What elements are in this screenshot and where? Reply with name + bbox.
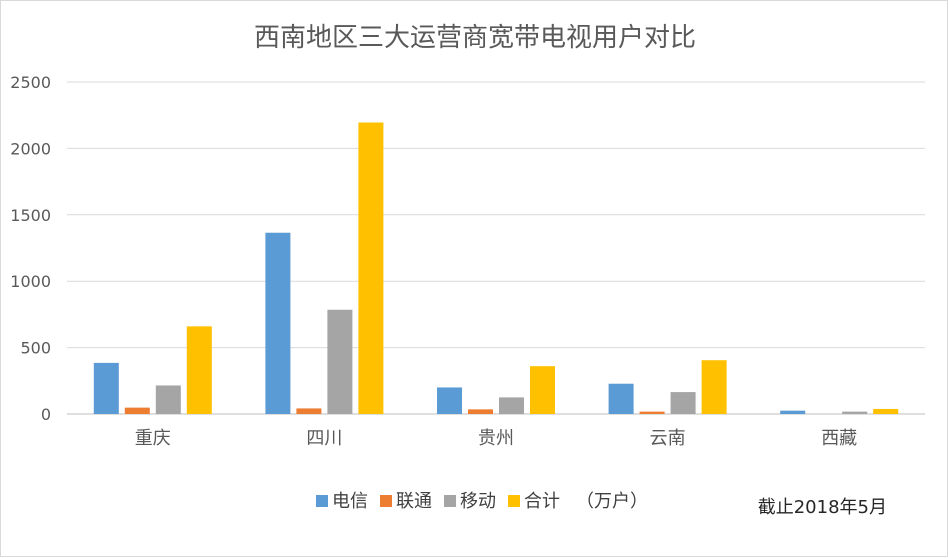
bar-合计-重庆 bbox=[186, 326, 212, 414]
unit-label: （万户） bbox=[576, 491, 648, 512]
x-category-label: 云南 bbox=[650, 428, 686, 449]
y-tick-label: 500 bbox=[20, 339, 51, 358]
bar-电信-云南 bbox=[608, 383, 634, 414]
bars bbox=[93, 122, 899, 414]
bar-合计-贵州 bbox=[530, 366, 555, 414]
bar-移动-四川 bbox=[327, 309, 353, 414]
y-tick-label: 1000 bbox=[10, 272, 51, 291]
bar-联通-四川 bbox=[296, 408, 322, 414]
bar-移动-贵州 bbox=[499, 397, 524, 414]
bar-移动-西藏 bbox=[842, 411, 868, 414]
bar-联通-云南 bbox=[639, 411, 665, 414]
y-tick-label: 2000 bbox=[10, 139, 51, 158]
x-category-label: 贵州 bbox=[478, 428, 514, 449]
y-tick-label: 0 bbox=[41, 405, 51, 424]
legend-label: 移动 bbox=[460, 491, 496, 512]
bar-移动-云南 bbox=[670, 392, 696, 414]
legend-swatch-合计 bbox=[508, 495, 520, 507]
x-category-label: 重庆 bbox=[135, 428, 171, 449]
legend-label: 联通 bbox=[396, 491, 432, 512]
x-category-label: 四川 bbox=[306, 428, 342, 449]
bar-移动-重庆 bbox=[155, 385, 181, 414]
bar-电信-重庆 bbox=[93, 362, 119, 414]
bar-联通-重庆 bbox=[124, 407, 150, 414]
date-note: 截止2018年5月 bbox=[758, 497, 887, 518]
legend-swatch-电信 bbox=[316, 495, 328, 507]
y-tick-label: 1500 bbox=[10, 206, 51, 225]
legend-label: 电信 bbox=[332, 491, 368, 512]
bar-联通-贵州 bbox=[468, 409, 493, 414]
chart-title: 西南地区三大运营商宽带电视用户对比 bbox=[254, 23, 696, 53]
legend-label: 合计 bbox=[524, 491, 560, 512]
bar-电信-四川 bbox=[265, 232, 291, 414]
legend-swatch-联通 bbox=[380, 495, 392, 507]
y-axis-ticks: 0 500 1000 1500 2000 2500 bbox=[10, 73, 51, 424]
bar-合计-西藏 bbox=[873, 408, 899, 414]
x-axis-categories: 重庆 四川 贵州 云南 西藏 bbox=[135, 428, 857, 449]
bar-合计-云南 bbox=[701, 360, 727, 414]
x-category-label: 西藏 bbox=[821, 428, 857, 449]
legend: 电信 联通 移动 合计 （万户） bbox=[316, 491, 648, 512]
bar-合计-四川 bbox=[358, 122, 384, 414]
bar-电信-西藏 bbox=[780, 410, 806, 414]
bar-电信-贵州 bbox=[437, 387, 462, 414]
legend-swatch-移动 bbox=[444, 495, 456, 507]
y-tick-label: 2500 bbox=[10, 73, 51, 92]
